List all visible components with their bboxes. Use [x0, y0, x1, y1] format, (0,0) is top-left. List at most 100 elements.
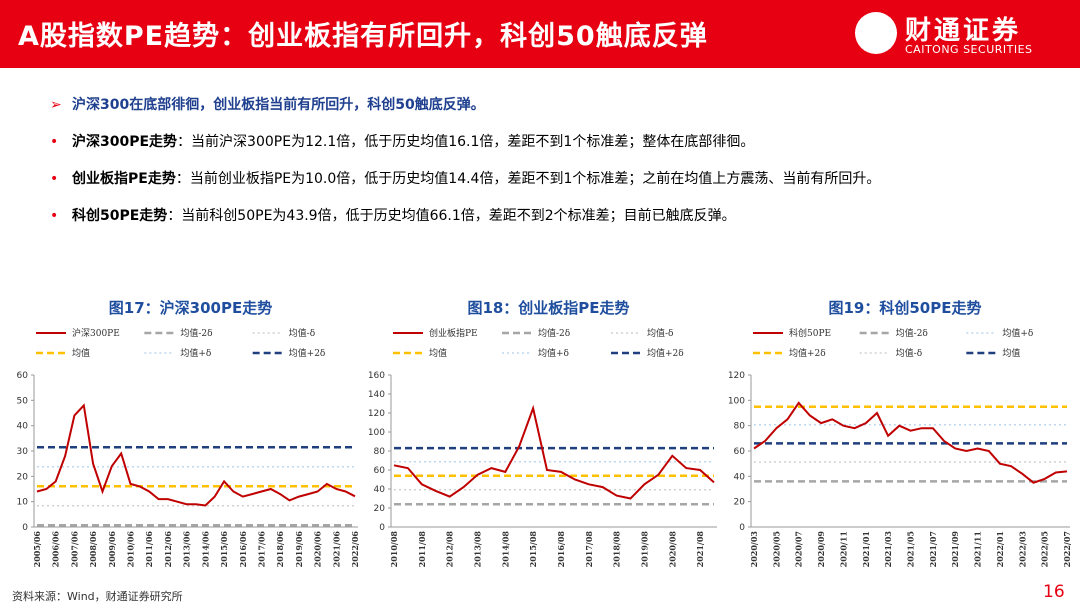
- y-tick-label: 30: [17, 447, 29, 457]
- y-tick-label: 0: [379, 523, 385, 533]
- bullet-dot: •: [50, 208, 59, 224]
- logo-icon: [855, 12, 897, 54]
- x-tick-label: 2010/08: [389, 531, 399, 568]
- data-line: [36, 403, 356, 507]
- legend-label: 均值: [1002, 347, 1020, 359]
- legend-label: 均值+δ: [180, 347, 211, 359]
- x-tick-label: 2020/09: [816, 531, 826, 568]
- x-tick-label: 2010/06: [126, 531, 136, 568]
- y-tick-label: 120: [368, 409, 385, 419]
- y-tick-label: 140: [368, 390, 385, 400]
- legend-label: 均值-δ: [289, 327, 315, 339]
- source-note: 资料来源：Wind，财通证券研究所: [12, 590, 183, 603]
- x-tick-label: 2021/03: [883, 531, 893, 568]
- x-tick-label: 2021/07: [928, 531, 938, 567]
- legend-label: 均值+δ: [1002, 327, 1033, 339]
- chart-title: 图17：沪深300PE走势: [109, 299, 272, 317]
- x-tick-label: 2019/08: [639, 531, 649, 568]
- logo-subtext: CAITONG SECURITIES: [905, 43, 1033, 56]
- x-tick-label: 2018/08: [612, 531, 622, 568]
- x-tick-label: 2022/07: [1062, 531, 1072, 567]
- x-tick-label: 2020/08: [667, 531, 677, 568]
- y-tick-label: 50: [17, 396, 29, 406]
- y-tick-label: 40: [734, 472, 746, 482]
- x-tick-label: 2020/06: [313, 531, 323, 568]
- y-tick-label: 80: [374, 447, 386, 457]
- y-tick-label: 10: [17, 498, 29, 508]
- bullet-label: 沪深300PE走势: [72, 134, 178, 150]
- bullet-text: 沪深300在底部徘徊，创业板指当前有所回升，科创50触底反弹。: [72, 97, 485, 113]
- chart-title: 图18：创业板指PE走势: [467, 299, 629, 317]
- y-tick-label: 40: [17, 422, 29, 432]
- x-tick-label: 2022/03: [1017, 531, 1027, 568]
- legend-label: 均值-2δ: [896, 327, 928, 339]
- x-tick-label: 2022/06: [350, 531, 360, 568]
- logo-text: 财通证券: [905, 16, 1022, 46]
- y-tick-label: 40: [374, 485, 386, 495]
- bullet: • 沪深300PE走势：当前沪深300PE为12.1倍，低于历史均值16.1倍，差…: [50, 131, 1052, 168]
- y-tick-label: 60: [374, 466, 386, 476]
- slide-title: A股指数PE趋势：创业板指有所回升，科创50触底反弹: [18, 21, 708, 52]
- legend-label: 均值-δ: [647, 327, 673, 339]
- x-tick-label: 2017/06: [256, 531, 266, 568]
- x-tick-label: 2021/11: [973, 531, 983, 567]
- legend-label: 沪深300PE: [72, 327, 120, 339]
- x-tick-label: 2020/03: [749, 531, 759, 568]
- x-tick-label: 2021/01: [861, 531, 871, 567]
- x-tick-label: 2020/05: [771, 531, 781, 567]
- legend-label: 均值: [429, 347, 447, 359]
- y-tick-label: 20: [17, 472, 29, 482]
- x-tick-label: 2015/08: [528, 531, 538, 568]
- y-tick-label: 20: [734, 498, 746, 508]
- x-tick-label: 2016/08: [556, 531, 566, 568]
- bullet-text: ：当前创业板指PE为10.0倍，低于历史均值14.4倍，差距不到1个标准差；之前…: [175, 171, 881, 187]
- legend-label: 均值-2δ: [538, 327, 570, 339]
- x-tick-label: 2006/06: [51, 531, 61, 568]
- x-tick-label: 2017/08: [584, 531, 594, 568]
- x-tick-label: 2014/08: [500, 531, 510, 568]
- x-tick-label: 2019/06: [294, 531, 304, 568]
- legend-label: 均值+2δ: [289, 347, 326, 359]
- header-bar: A股指数PE趋势：创业板指有所回升，科创50触底反弹 财通证券 CAITONG …: [0, 0, 1080, 68]
- legend-label: 均值-δ: [896, 347, 922, 359]
- x-tick-label: 2011/06: [144, 531, 154, 568]
- x-tick-label: 2012/06: [163, 531, 173, 568]
- chart-title: 图19：科创50PE走势: [829, 299, 982, 317]
- x-tick-label: 2021/05: [906, 531, 916, 567]
- x-tick-label: 2012/08: [445, 531, 455, 568]
- bullet-text: ：当前沪深300PE为12.1倍，低于历史均值16.1倍，差距不到1个标准差；整…: [177, 134, 755, 150]
- legend-label: 创业板指PE: [429, 327, 478, 339]
- bullet-dot: •: [50, 171, 59, 187]
- bullet: • 科创50PE走势：当前科创50PE为43.9倍，低于历史均值66.1倍，差距不…: [50, 205, 1052, 242]
- y-tick-label: 160: [368, 371, 385, 381]
- y-tick-label: 100: [728, 396, 745, 406]
- x-tick-label: 2021/08: [695, 531, 705, 568]
- x-tick-label: 2022/01: [995, 531, 1005, 567]
- x-tick-label: 2021/09: [950, 531, 960, 568]
- x-tick-label: 2015/06: [219, 531, 229, 568]
- bullet-list: ➢ 沪深300在底部徘徊，创业板指当前有所回升，科创50触底反弹。 • 沪深300P…: [50, 94, 1052, 242]
- bullet-label: 创业板指PE走势: [72, 171, 176, 187]
- bullet: • 创业板指PE走势：当前创业板指PE为10.0倍，低于历史均值14.4倍，差距不…: [50, 168, 1052, 205]
- x-tick-label: 2018/06: [275, 531, 285, 568]
- y-tick-label: 0: [739, 523, 745, 533]
- x-tick-label: 2013/08: [472, 531, 482, 568]
- x-tick-label: 2008/06: [88, 531, 98, 568]
- y-tick-label: 120: [728, 371, 745, 381]
- y-tick-label: 100: [368, 428, 385, 438]
- data-line: [393, 404, 715, 500]
- page-number: 16: [1043, 582, 1065, 602]
- bullet-arrow: ➢: [50, 97, 62, 113]
- bullet-dot: •: [50, 134, 59, 150]
- data-line: [753, 401, 1068, 484]
- legend-label: 均值: [72, 347, 90, 359]
- bullet-text: ：当前科创50PE为43.9倍，低于历史均值66.1倍，差距不到2个标准差；目前…: [167, 208, 736, 224]
- x-tick-label: 2022/05: [1040, 531, 1050, 567]
- y-tick-label: 0: [22, 523, 28, 533]
- bullet-label: 科创50PE走势: [72, 208, 168, 224]
- y-tick-label: 20: [374, 504, 386, 514]
- bullet: ➢ 沪深300在底部徘徊，创业板指当前有所回升，科创50触底反弹。: [50, 94, 1052, 131]
- y-tick-label: 80: [734, 422, 746, 432]
